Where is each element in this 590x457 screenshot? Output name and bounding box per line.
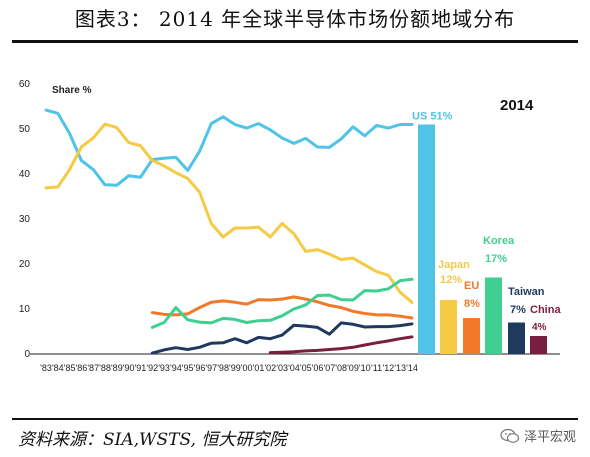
x-tick-label: '01 bbox=[253, 363, 265, 373]
bar-chart-title: 2014 bbox=[500, 97, 534, 114]
x-tick-label: '96 bbox=[194, 363, 206, 373]
bar-label-china-name: China bbox=[530, 304, 561, 316]
bar-label-eu-name: EU bbox=[464, 280, 479, 292]
figure-title: 图表3： 2014 年全球半导体市场份额地域分布 bbox=[0, 0, 590, 34]
bar-label-korea-name: Korea bbox=[483, 235, 515, 247]
chart-svg: 0 10 20 30 40 50 60 '83'84'85'86'87'88'89'90'91… bbox=[0, 60, 590, 380]
y-tick-label: 60 bbox=[19, 79, 31, 90]
source-note: 资料来源：SIA,WSTS, 恒大研究院 bbox=[18, 425, 286, 450]
bar-china bbox=[530, 336, 547, 354]
x-tick-label: '05 bbox=[300, 363, 312, 373]
bar-japan bbox=[440, 300, 457, 354]
bar-label-taiwan-pct: 7% bbox=[510, 304, 526, 316]
bar-label-eu-pct: 8% bbox=[464, 298, 480, 310]
x-tick-label: '09 bbox=[347, 363, 359, 373]
x-tick-label: '07 bbox=[323, 363, 335, 373]
bar-label-japan-name: Japan bbox=[438, 259, 470, 271]
bar-label-taiwan-name: Taiwan bbox=[508, 286, 545, 298]
x-tick-label: '14 bbox=[406, 363, 418, 373]
y-tick-label: 50 bbox=[19, 124, 31, 135]
series-line-taiwan bbox=[152, 323, 412, 353]
x-tick-label: '03 bbox=[276, 363, 288, 373]
x-tick-label: '97 bbox=[205, 363, 217, 373]
series-line-japan bbox=[46, 124, 412, 302]
x-tick-label: '88 bbox=[99, 363, 111, 373]
x-tick-label: '08 bbox=[335, 363, 347, 373]
series-line-us bbox=[46, 110, 412, 185]
x-tick-label: '85 bbox=[64, 363, 76, 373]
x-tick-label: '90 bbox=[123, 363, 135, 373]
top-rule bbox=[12, 40, 578, 43]
watermark: 泽平宏观 bbox=[500, 426, 576, 445]
bar-label-us: US 51% bbox=[412, 111, 453, 123]
x-tick-label: '86 bbox=[76, 363, 88, 373]
x-tick-label: '02 bbox=[264, 363, 276, 373]
y-tick-label: 10 bbox=[19, 304, 31, 315]
x-tick-label: '84 bbox=[52, 363, 64, 373]
x-tick-label: '00 bbox=[241, 363, 253, 373]
x-tick-label: '11 bbox=[371, 363, 382, 373]
x-tick-label: '89 bbox=[111, 363, 123, 373]
wechat-icon bbox=[500, 428, 520, 444]
watermark-text: 泽平宏观 bbox=[524, 426, 576, 445]
x-tick-label: '13 bbox=[394, 363, 406, 373]
x-tick-label: '04 bbox=[288, 363, 300, 373]
bar-label-china-pct: 4% bbox=[532, 322, 547, 333]
x-tick-label: '94 bbox=[170, 363, 182, 373]
series-line-korea bbox=[152, 279, 412, 327]
x-tick-label: '91 bbox=[135, 363, 147, 373]
share-annotation: Share % bbox=[52, 85, 92, 96]
bottom-rule bbox=[12, 418, 578, 420]
y-tick-label: 20 bbox=[19, 259, 31, 270]
bar-label-korea-pct: 17% bbox=[485, 253, 507, 265]
x-tick-label: '98 bbox=[217, 363, 229, 373]
x-tick-label: '06 bbox=[312, 363, 324, 373]
series-line-china bbox=[270, 337, 412, 353]
x-tick-label: '95 bbox=[182, 363, 194, 373]
x-tick-label: '10 bbox=[359, 363, 371, 373]
bar-us bbox=[418, 125, 435, 355]
y-tick-label: 30 bbox=[19, 214, 31, 225]
bar-eu bbox=[463, 318, 480, 354]
bar-taiwan bbox=[508, 323, 525, 355]
x-tick-label: '12 bbox=[383, 363, 395, 373]
x-tick-label: '93 bbox=[158, 363, 170, 373]
y-tick-label: 40 bbox=[19, 169, 31, 180]
x-tick-label: '87 bbox=[87, 363, 99, 373]
bar-korea bbox=[485, 278, 502, 355]
y-tick-label: 0 bbox=[24, 349, 30, 360]
x-tick-label: '92 bbox=[146, 363, 158, 373]
x-tick-label: '83 bbox=[40, 363, 52, 373]
bar-label-japan-pct: 12% bbox=[440, 274, 462, 286]
line-series-group bbox=[46, 110, 412, 353]
x-tick-label: '99 bbox=[229, 363, 241, 373]
